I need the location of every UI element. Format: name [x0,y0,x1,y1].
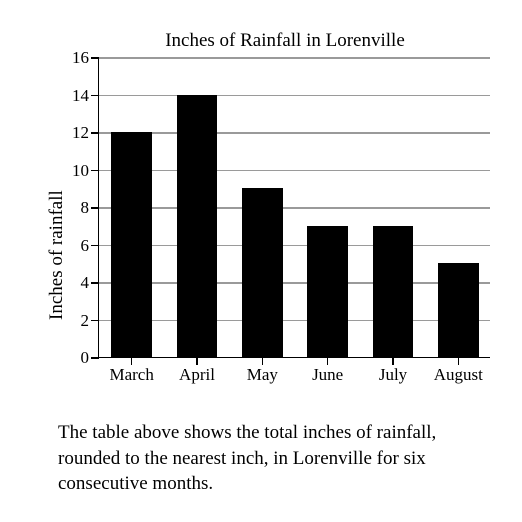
x-tick [131,357,133,365]
bar [438,263,479,357]
x-tick-label: June [312,365,343,385]
y-tick-label: 4 [59,273,89,293]
bar [242,188,283,357]
y-tick-label: 6 [59,236,89,256]
x-tick-label: May [247,365,278,385]
grid-line [99,95,490,97]
y-tick [91,95,99,97]
y-tick-label: 14 [59,86,89,106]
y-tick-label: 0 [59,348,89,368]
x-tick [458,357,460,365]
chart-title: Inches of Rainfall in Lorenville [40,30,500,52]
x-tick-label: July [379,365,407,385]
bar [373,226,414,357]
x-tick [262,357,264,365]
caption-text: The table above shows the total inches o… [58,420,468,497]
y-tick [91,132,99,134]
bar [177,95,218,358]
y-tick-label: 8 [59,198,89,218]
bar [111,132,152,357]
x-tick-label: March [109,365,153,385]
grid-line [99,170,490,172]
grid-line [99,57,490,59]
y-tick-label: 10 [59,161,89,181]
x-tick-label: April [179,365,215,385]
y-tick-label: 12 [59,123,89,143]
y-tick [91,57,99,59]
x-tick [196,357,198,365]
y-tick [91,357,99,359]
grid-line [99,282,490,284]
y-tick-label: 2 [59,311,89,331]
grid-line [99,207,490,209]
bar [307,226,348,357]
y-tick [91,245,99,247]
x-tick [327,357,329,365]
y-tick [91,320,99,322]
x-tick-label: August [434,365,483,385]
y-tick-label: 16 [59,48,89,68]
y-tick [91,282,99,284]
plot-area: 0246810121416MarchAprilMayJuneJulyAugust [98,58,490,358]
x-tick [392,357,394,365]
y-tick [91,207,99,209]
plot-area-container: 0246810121416MarchAprilMayJuneJulyAugust [98,58,490,358]
grid-line [99,245,490,247]
grid-line [99,132,490,134]
y-tick [91,170,99,172]
grid-line [99,320,490,322]
rainfall-chart: Inches of Rainfall in Lorenville Inches … [40,30,500,358]
